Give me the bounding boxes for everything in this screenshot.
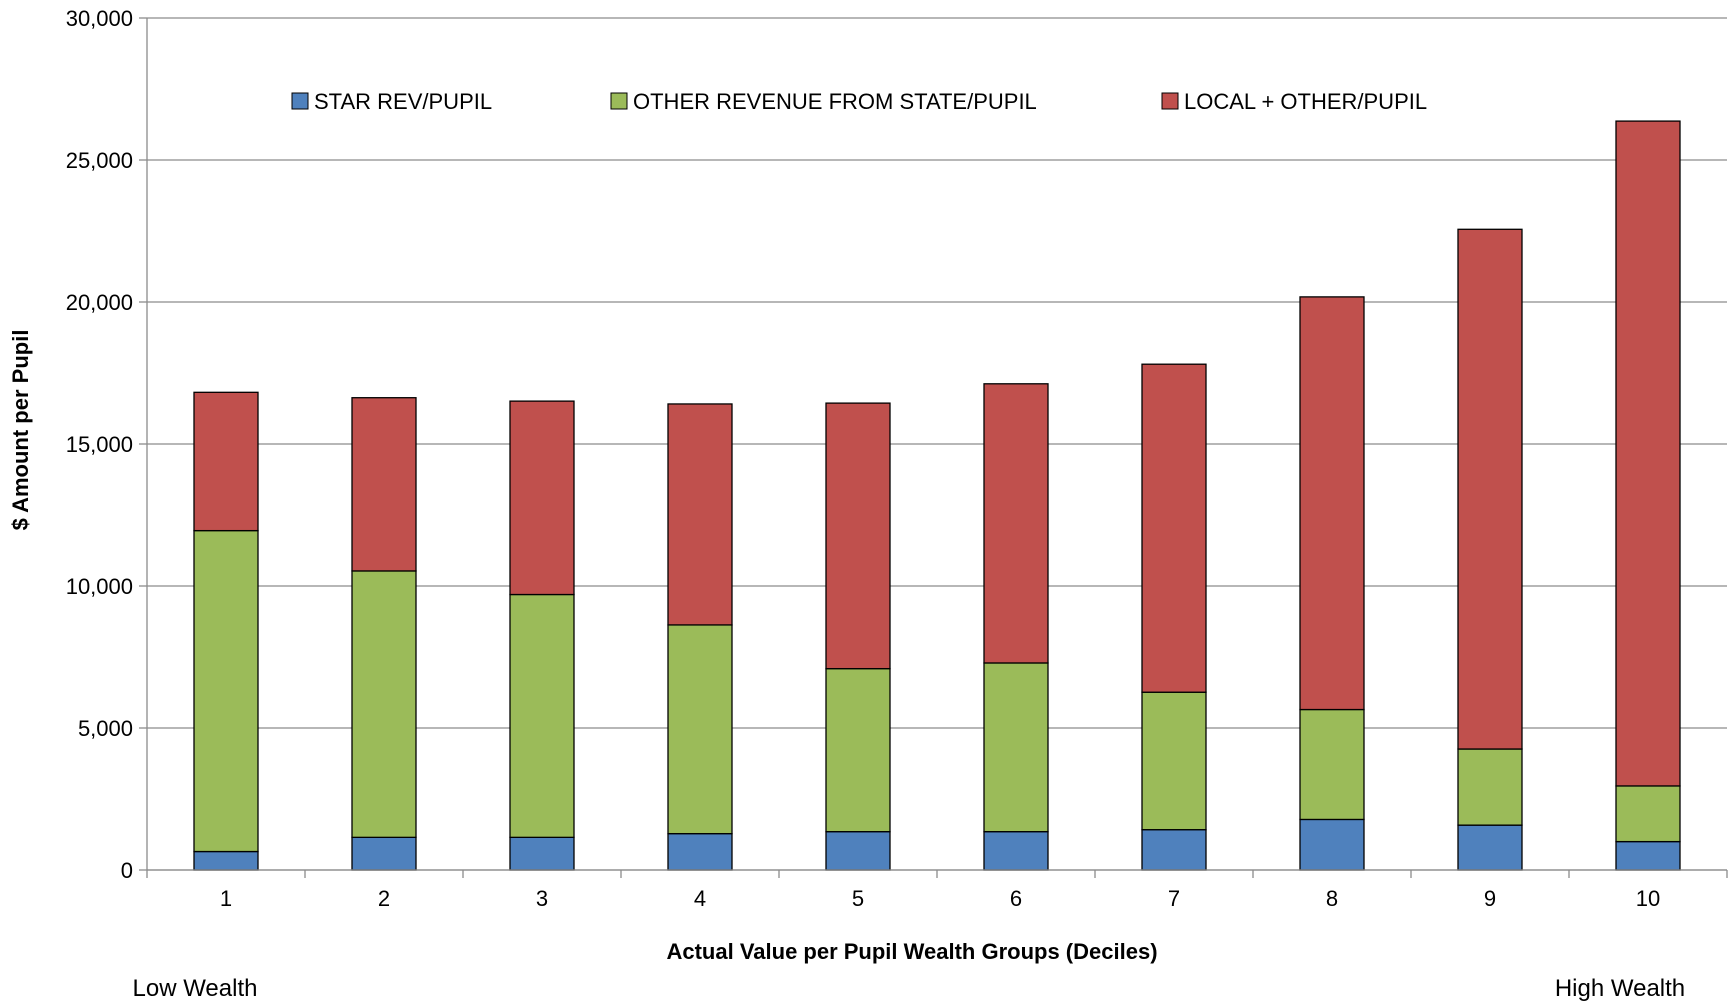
legend-label: OTHER REVENUE FROM STATE/PUPIL	[633, 89, 1037, 114]
bar-segment	[983, 383, 1049, 664]
bar-segment	[1141, 363, 1207, 693]
x-axis-title: Actual Value per Pupil Wealth Groups (De…	[666, 939, 1157, 964]
y-tick-label: 5,000	[78, 716, 133, 741]
legend-swatch	[291, 92, 309, 110]
bar-segment	[193, 529, 259, 853]
bar-segment	[825, 831, 891, 871]
x-tick-label: 3	[536, 886, 548, 911]
x-tick-label: 10	[1636, 886, 1660, 911]
legend-swatch	[610, 92, 628, 110]
bar-segment	[1615, 785, 1681, 843]
x-tick-label: 5	[852, 886, 864, 911]
bar-segment	[509, 836, 575, 871]
low-wealth-annotation: Low Wealth	[133, 975, 258, 1002]
y-tick-labels: 0 5,000 10,000 15,000 20,000 25,000 30,000	[66, 6, 133, 883]
x-tick-label: 7	[1168, 886, 1180, 911]
bar-segment	[351, 397, 417, 572]
bar-segment	[1457, 228, 1523, 750]
bar-segment	[509, 400, 575, 596]
y-tick-label: 15,000	[66, 432, 133, 457]
bar-segment	[825, 402, 891, 670]
bar-segment	[667, 403, 733, 626]
y-tick-label: 10,000	[66, 574, 133, 599]
bar-segment	[1141, 829, 1207, 871]
bar-segment	[825, 667, 891, 833]
bar-segment	[1299, 708, 1365, 821]
bar-segment	[1299, 296, 1365, 711]
bar-segment	[1299, 818, 1365, 871]
bars	[193, 120, 1681, 871]
x-tick-label: 4	[694, 886, 706, 911]
bar-segment	[351, 836, 417, 871]
x-tick-label: 2	[378, 886, 390, 911]
x-tick-labels: 1 2 3 4 5 6 7 8 9 10	[220, 886, 1660, 911]
legend-label: STAR REV/PUPIL	[314, 89, 492, 114]
bar-segment	[1141, 691, 1207, 831]
x-tick-label: 6	[1010, 886, 1022, 911]
bar-segment	[193, 391, 259, 532]
bar-segment	[1457, 748, 1523, 826]
bar-segment	[1457, 824, 1523, 871]
x-tick-label: 8	[1326, 886, 1338, 911]
y-tick-label: 0	[121, 858, 133, 883]
bar-segment	[193, 850, 259, 871]
bar-segment	[1615, 840, 1681, 871]
bar-segment	[667, 624, 733, 835]
bar-segment	[1615, 120, 1681, 787]
y-tick-label: 30,000	[66, 6, 133, 31]
x-tick-label: 1	[220, 886, 232, 911]
bar-segment	[983, 831, 1049, 871]
bar-segment	[351, 570, 417, 838]
legend-label: LOCAL + OTHER/PUPIL	[1184, 89, 1427, 114]
bar-segment	[509, 593, 575, 838]
legend: STAR REV/PUPIL OTHER REVENUE FROM STATE/P…	[291, 89, 1427, 114]
y-tick-label: 25,000	[66, 148, 133, 173]
legend-swatch	[1161, 92, 1179, 110]
bar-segment	[667, 832, 733, 871]
high-wealth-annotation: High Wealth	[1555, 975, 1685, 1002]
y-axis-title: $ Amount per Pupil	[8, 330, 33, 531]
axes	[139, 17, 1728, 878]
bar-segment	[983, 662, 1049, 833]
x-tick-label: 9	[1484, 886, 1496, 911]
y-tick-label: 20,000	[66, 290, 133, 315]
